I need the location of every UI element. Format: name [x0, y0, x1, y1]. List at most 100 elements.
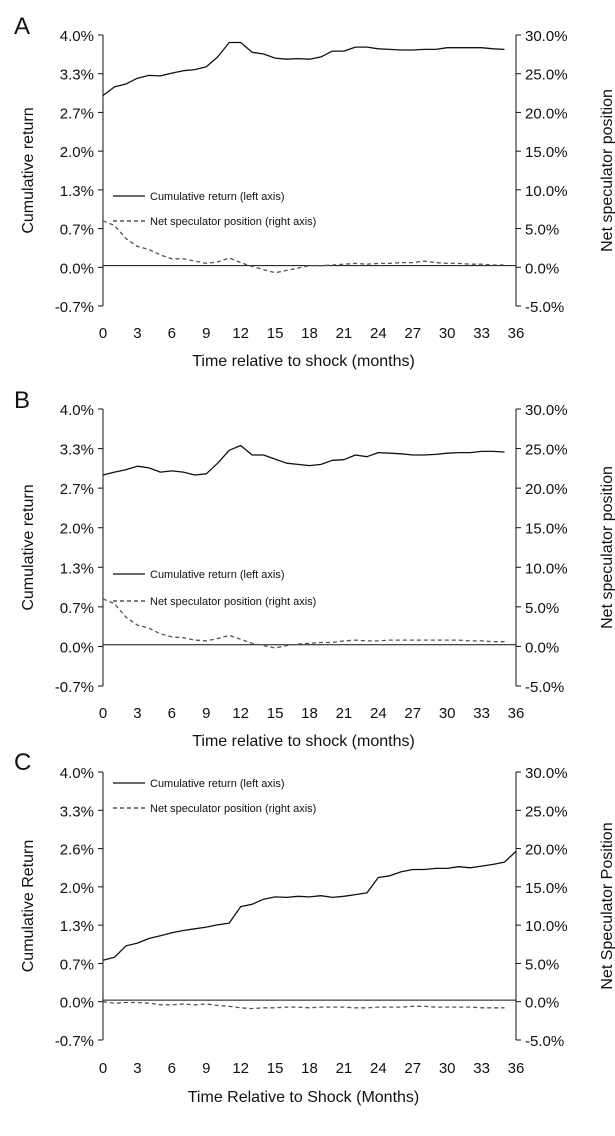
x-tick-label: 9: [202, 705, 210, 722]
x-tick-label: 24: [370, 1060, 387, 1077]
panel-label: A: [14, 13, 30, 40]
y2-tick-label: 15.0%: [525, 144, 568, 161]
y-tick-label: 2.6%: [60, 842, 94, 859]
x-tick-label: 36: [508, 705, 525, 722]
y-tick-label: 0.0%: [60, 639, 94, 656]
x-tick-label: 24: [370, 325, 387, 342]
x-axis-title: Time relative to shock (months): [192, 353, 415, 370]
y-tick-label: 2.0%: [60, 521, 94, 538]
y2-tick-label: 30.0%: [525, 765, 568, 782]
y-axis-title: Cumulative return: [20, 484, 37, 610]
y2-tick-label: 10.0%: [525, 918, 568, 935]
x-tick-label: 12: [232, 705, 249, 722]
y-tick-label: 0.7%: [60, 956, 94, 973]
x-tick-label: 21: [336, 705, 353, 722]
y2-tick-label: -5.0%: [525, 299, 564, 316]
y-tick-label: 3.3%: [60, 803, 94, 820]
x-tick-label: 6: [168, 325, 176, 342]
y-tick-label: 0.0%: [60, 260, 94, 277]
legend-label: Net speculator position (right axis): [150, 596, 316, 608]
y-tick-label: -0.7%: [55, 679, 94, 696]
panel-label: B: [14, 387, 30, 414]
legend-label: Cumulative return (left axis): [150, 569, 285, 581]
x-tick-label: 0: [99, 705, 107, 722]
y2-tick-label: 0.0%: [525, 995, 559, 1012]
y-tick-label: 3.3%: [60, 67, 94, 84]
x-tick-label: 9: [202, 1060, 210, 1077]
x-axis-title: Time relative to shock (months): [192, 733, 415, 750]
y-tick-label: -0.7%: [55, 1033, 94, 1050]
net-speculator-line: [102, 220, 505, 274]
legend-label: Cumulative return (left axis): [150, 778, 285, 790]
y2-axis-title: Net Speculator Position: [599, 822, 615, 989]
x-tick-label: 27: [404, 325, 421, 342]
x-tick-label: 27: [404, 1060, 421, 1077]
x-tick-label: 30: [439, 1060, 456, 1077]
legend-label: Cumulative return (left axis): [150, 191, 285, 203]
y-tick-label: 0.7%: [60, 600, 94, 617]
y2-tick-label: 5.0%: [525, 956, 559, 973]
y2-tick-label: 25.0%: [525, 67, 568, 84]
y-tick-label: 4.0%: [60, 765, 94, 782]
y2-tick-label: 25.0%: [525, 803, 568, 820]
x-tick-label: 6: [168, 1060, 176, 1077]
x-tick-label: 6: [168, 705, 176, 722]
y2-tick-label: 5.0%: [525, 222, 559, 239]
y2-tick-label: 10.0%: [525, 183, 568, 200]
x-tick-label: 15: [267, 1060, 284, 1077]
x-tick-label: 33: [473, 325, 490, 342]
y2-axis-title: Net speculator position: [599, 466, 615, 629]
cumulative-return-line: [102, 850, 517, 961]
y2-tick-label: 15.0%: [525, 521, 568, 538]
y-tick-label: 1.3%: [60, 918, 94, 935]
x-tick-label: 27: [404, 705, 421, 722]
x-tick-label: 12: [232, 1060, 249, 1077]
y-tick-label: 0.0%: [60, 995, 94, 1012]
x-tick-label: 15: [267, 705, 284, 722]
y2-tick-label: 0.0%: [525, 639, 559, 656]
x-tick-label: 18: [301, 1060, 318, 1077]
x-tick-label: 0: [99, 325, 107, 342]
y-tick-label: 2.7%: [60, 105, 94, 122]
y-tick-label: 3.3%: [60, 442, 94, 459]
y-tick-label: 1.3%: [60, 183, 94, 200]
y2-tick-label: -5.0%: [525, 679, 564, 696]
x-tick-label: 30: [439, 325, 456, 342]
y2-tick-label: -5.0%: [525, 1033, 564, 1050]
panel-label: C: [14, 749, 31, 776]
x-tick-label: 21: [336, 325, 353, 342]
cumulative-return-line: [102, 444, 505, 476]
x-tick-label: 36: [508, 1060, 525, 1077]
x-tick-label: 33: [473, 705, 490, 722]
net-speculator-line: [102, 598, 505, 649]
x-tick-label: 21: [336, 1060, 353, 1077]
y-tick-label: 2.0%: [60, 144, 94, 161]
chart-panel-c: C 4.0%3.3%2.6%2.0%1.3%0.7%0.0%-0.7%30.0%2…: [14, 749, 615, 1106]
x-tick-label: 3: [133, 705, 141, 722]
legend-label: Net speculator position (right axis): [150, 216, 316, 228]
x-tick-label: 3: [133, 1060, 141, 1077]
y2-tick-label: 30.0%: [525, 402, 568, 419]
y-tick-label: 4.0%: [60, 402, 94, 419]
y2-tick-label: 25.0%: [525, 442, 568, 459]
x-tick-label: 3: [133, 325, 141, 342]
x-tick-label: 15: [267, 325, 284, 342]
x-tick-label: 24: [370, 705, 387, 722]
x-tick-label: 9: [202, 325, 210, 342]
y2-tick-label: 0.0%: [525, 260, 559, 277]
x-tick-label: 12: [232, 325, 249, 342]
x-tick-label: 33: [473, 1060, 490, 1077]
y2-tick-label: 30.0%: [525, 28, 568, 45]
chart-panel-b: B 4.0%3.3%2.7%2.0%1.3%0.7%0.0%-0.7%30.0%2…: [14, 387, 615, 750]
y-tick-label: 2.0%: [60, 880, 94, 897]
y-tick-label: 2.7%: [60, 481, 94, 498]
chart-panel-a: A 4.0%3.3%2.7%2.0%1.3%0.7%0.0%-0.7%30.0%2…: [14, 13, 615, 370]
y2-tick-label: 20.0%: [525, 105, 568, 122]
y2-tick-label: 15.0%: [525, 880, 568, 897]
x-tick-label: 30: [439, 705, 456, 722]
x-tick-label: 36: [508, 325, 525, 342]
y2-axis-title: Net speculator position: [599, 89, 615, 252]
y-tick-label: 0.7%: [60, 222, 94, 239]
y2-tick-label: 20.0%: [525, 481, 568, 498]
